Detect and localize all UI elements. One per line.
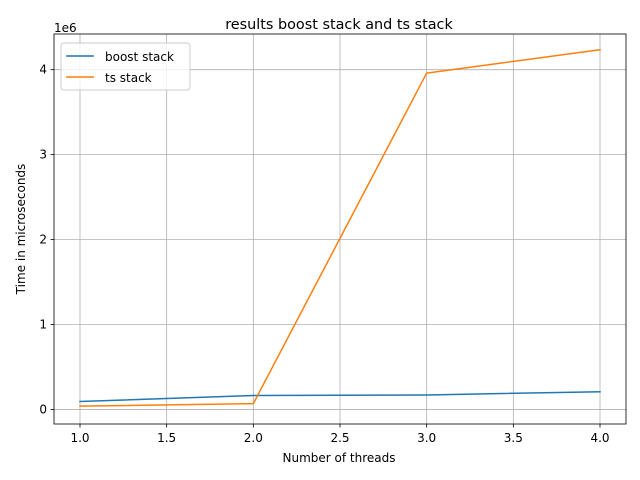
y-tick-label: 4 [39,63,47,77]
y-tick-label: 0 [39,403,47,417]
y-axis-label: Time in microseconds [14,164,28,296]
x-tick-label: 1.0 [70,431,89,445]
tick-layer: 1.0 1.5 2.0 2.5 3.0 3.5 4.0 0 1 2 3 4 [39,63,609,445]
x-tick-label: 2.5 [330,431,349,445]
x-axis-label: Number of threads [283,451,396,465]
series-line-ts-stack [79,48,601,407]
legend-box [60,42,191,91]
legend-label-boost-stack: boost stack [105,50,174,64]
series-layer [79,48,601,407]
x-tick-label: 4.0 [590,431,609,445]
legend: boost stack ts stack [60,42,191,91]
y-tick-label: 1 [39,318,47,332]
x-tick-label: 2.0 [244,431,263,445]
chart-title: results boost stack and ts stack [225,17,453,33]
x-tick-label: 1.5 [157,431,176,445]
legend-label-ts-stack: ts stack [105,71,152,85]
x-tick-label: 3.5 [504,431,523,445]
y-offset-label: 1e6 [54,21,77,35]
y-tick-label: 3 [39,148,47,162]
series-line-boost-stack [79,390,601,403]
y-tick-label: 2 [39,233,47,247]
x-tick-label: 3.0 [417,431,436,445]
